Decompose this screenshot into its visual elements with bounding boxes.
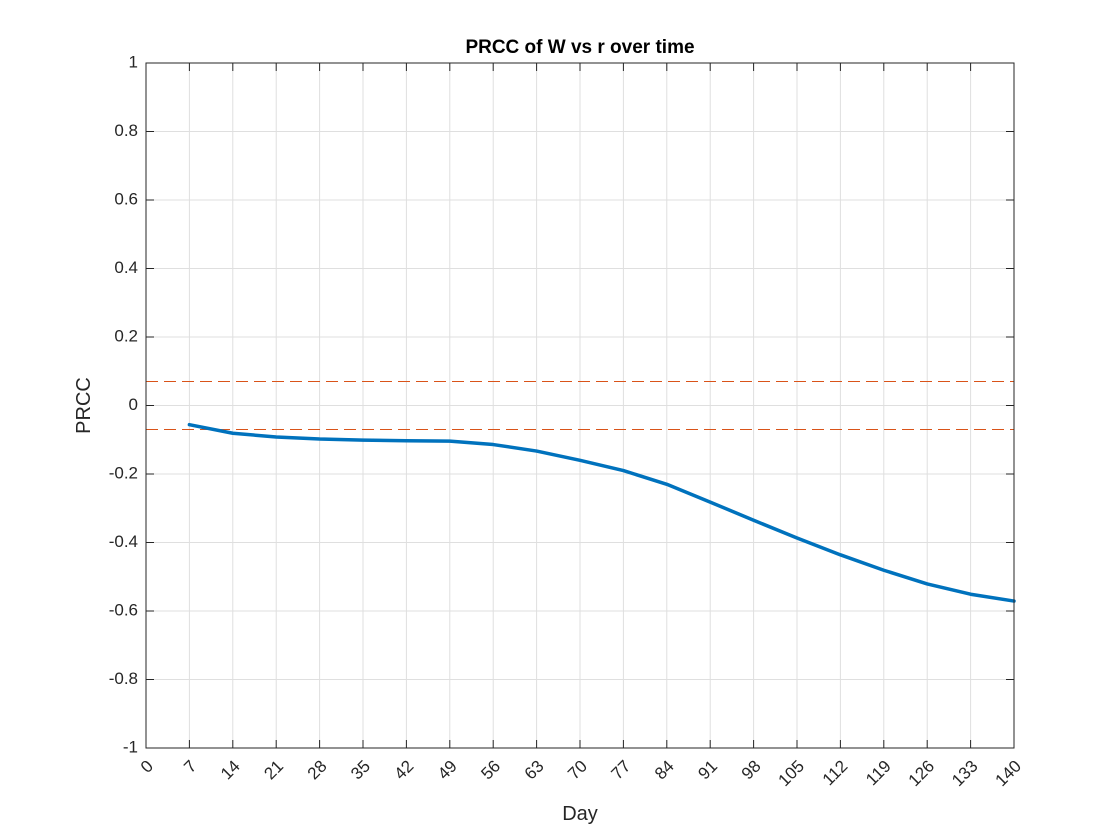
data-point — [188, 424, 190, 426]
reference-lines — [146, 381, 1014, 430]
data-point — [275, 436, 277, 438]
data-point — [492, 443, 494, 446]
data-point — [839, 554, 842, 556]
x-axis-label: Day — [562, 803, 598, 825]
data-point — [666, 483, 668, 485]
y-tick-label: 0.6 — [114, 189, 138, 208]
data-point — [319, 438, 321, 440]
data-point — [883, 569, 885, 571]
data-point — [970, 593, 972, 595]
y-tick-label: 0.8 — [114, 121, 138, 140]
y-tick-label: -0.4 — [109, 532, 138, 551]
data-point — [449, 440, 451, 442]
grid — [145, 62, 1015, 749]
series-line — [187, 422, 1016, 603]
y-tick-label: 0.2 — [114, 326, 138, 345]
y-tick-labels: -1 -0.8 -0.6 -0.4 -0.2 0 0.2 0.4 0.6 0.8 1 — [109, 52, 138, 756]
series-lines — [187, 422, 1016, 603]
y-tick-label: -0.2 — [109, 463, 138, 482]
y-axis-label: PRCC — [73, 377, 95, 434]
data-point — [579, 459, 581, 461]
data-point — [709, 501, 711, 503]
chart-title: PRCC of W vs r over time — [465, 37, 694, 58]
y-tick-label: -1 — [123, 737, 138, 756]
y-tick-label: 0 — [129, 395, 138, 414]
data-point — [796, 537, 798, 539]
y-tick-label: -0.8 — [109, 669, 138, 688]
y-tick-label: -0.6 — [109, 600, 138, 619]
data-point — [536, 450, 538, 452]
axes — [145, 62, 1015, 749]
data-point — [232, 432, 234, 434]
data-point — [753, 519, 755, 521]
data-point — [622, 469, 625, 472]
y-tick-label: 0.4 — [114, 258, 138, 277]
data-point — [362, 439, 364, 441]
y-tick-label: 1 — [129, 52, 138, 71]
data-point — [926, 583, 928, 585]
data-point — [405, 440, 407, 442]
